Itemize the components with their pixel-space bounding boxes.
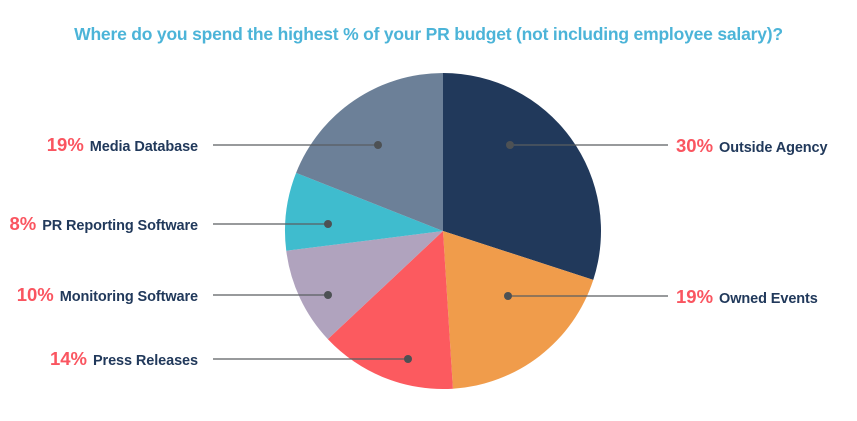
percent-press-releases: 14% <box>49 348 87 369</box>
percent-outside-agency: 30% <box>676 135 714 156</box>
callout-dot-owned-events <box>504 292 512 300</box>
label-pr-reporting-software: PR Reporting Software <box>42 218 198 234</box>
pie-slice-monitoring-software <box>286 231 443 340</box>
chart-title: Where do you spend the highest % of your… <box>74 24 783 44</box>
callout-dot-media-database <box>374 141 382 149</box>
pie-slice-owned-events <box>443 231 594 389</box>
callout-dot-press-releases <box>404 355 412 363</box>
label-outside-agency: Outside Agency <box>719 140 828 156</box>
pie-slice-media-database <box>296 73 443 231</box>
percent-monitoring-software: 10% <box>16 284 54 305</box>
label-owned-events: Owned Events <box>719 291 818 307</box>
label-media-database: Media Database <box>89 139 198 155</box>
callout-monitoring-software: 10% Monitoring Software <box>17 283 198 307</box>
percent-media-database: 19% <box>46 134 84 155</box>
callout-dot-pr-reporting-software <box>324 220 332 228</box>
percent-pr-reporting-software: 8% <box>9 213 37 234</box>
callout-press-releases: 14% Press Releases <box>50 347 198 371</box>
callout-outside-agency: 30% Outside Agency <box>676 134 828 158</box>
pie-slice-outside-agency <box>443 73 602 280</box>
label-monitoring-software: Monitoring Software <box>59 289 198 305</box>
percent-owned-events: 19% <box>676 286 714 307</box>
callout-pr-reporting-software: 8% PR Reporting Software <box>9 212 198 236</box>
label-press-releases: Press Releases <box>92 353 198 369</box>
callout-dot-outside-agency <box>506 141 514 149</box>
callout-owned-events: 19% Owned Events <box>676 285 818 309</box>
pie-slice-press-releases <box>327 231 453 390</box>
pie-slice-pr-reporting-software <box>285 172 443 251</box>
callout-media-database: 19% Media Database <box>47 133 198 157</box>
callout-dot-monitoring-software <box>324 291 332 299</box>
